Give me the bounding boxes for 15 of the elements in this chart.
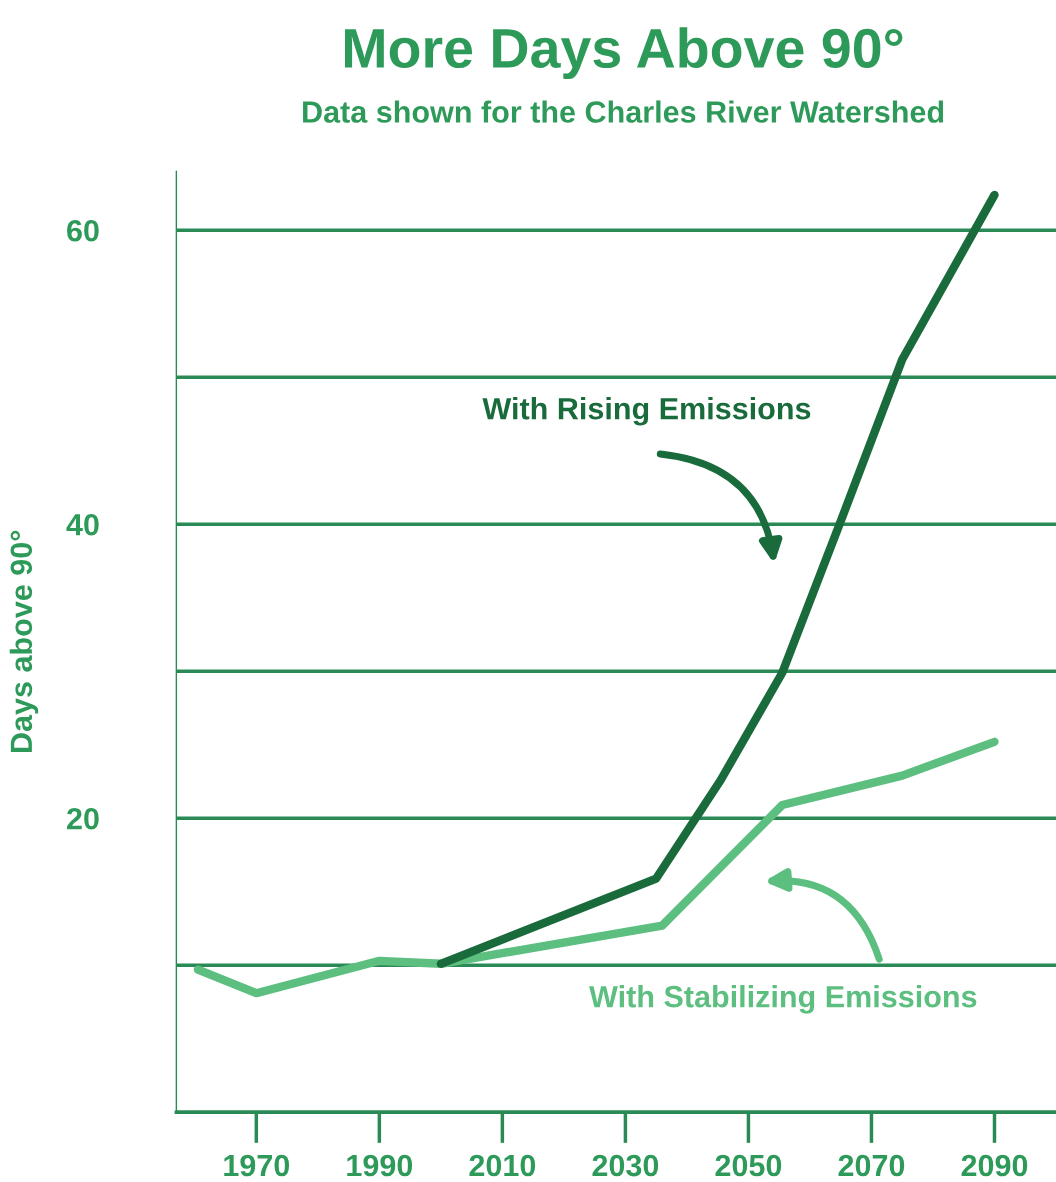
x-tick-label: 1990	[347, 1154, 413, 1177]
x-tick-label: 2030	[592, 1154, 659, 1177]
chart-title: More Days Above 90°	[344, 27, 903, 80]
chart-subtitle: Data shown for the Charles River Watershed	[303, 100, 944, 123]
y-axis-title: Days above 90°	[9, 530, 39, 753]
x-tick-label: 2070	[838, 1154, 905, 1177]
y-tick-label: 40	[66, 513, 99, 536]
y-tick-label: 20	[67, 807, 99, 830]
y-tick-label: 60	[67, 219, 99, 242]
x-tick-label: 2050	[715, 1154, 782, 1177]
x-tick-label: 2010	[469, 1154, 536, 1177]
text: With Rising Emissions	[482, 397, 811, 426]
x-tick-label: 2090	[961, 1154, 1028, 1177]
x-tick-label: 1970	[224, 1154, 290, 1177]
series-label: With Stabilizing Emissions	[589, 985, 977, 1014]
